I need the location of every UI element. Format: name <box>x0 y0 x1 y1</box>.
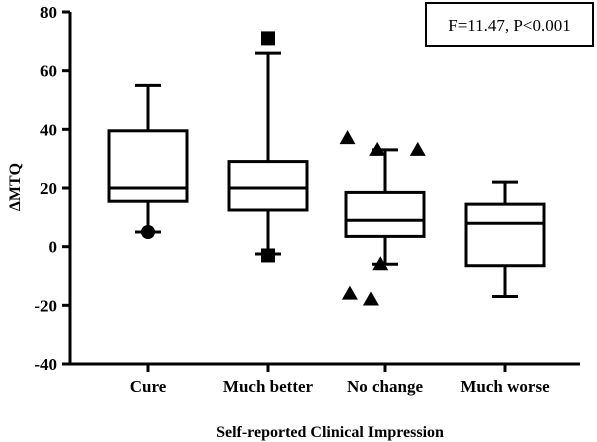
outlier-circle <box>141 225 155 239</box>
stats-annotation-box <box>425 2 594 47</box>
y-tick-label: 0 <box>49 238 58 257</box>
boxes <box>107 51 546 299</box>
outlier-triangle <box>409 141 426 156</box>
outlier-square <box>261 31 275 46</box>
interquartile-box <box>107 129 189 203</box>
outliers <box>141 31 426 306</box>
box-much-worse <box>464 180 546 299</box>
stats-annotation-text: F=11.47, P<0.001 <box>448 16 570 35</box>
y-tick-label: 80 <box>40 3 57 22</box>
y-ticks: 80 60 40 20 0 -20 -40 <box>34 3 70 374</box>
x-ticks: Cure Much better No change Much worse <box>130 364 550 396</box>
outlier-square <box>261 248 275 263</box>
outlier-triangle <box>341 285 358 300</box>
box-much-better <box>227 51 309 256</box>
outlier-triangle <box>369 141 386 156</box>
x-tick-label: No change <box>347 377 423 396</box>
outlier-triangle <box>362 291 379 306</box>
y-axis-label: ΔMTQ <box>7 163 24 211</box>
y-tick-label: 40 <box>40 120 57 139</box>
y-tick-label: -20 <box>34 296 57 315</box>
x-tick-label: Cure <box>130 377 167 396</box>
outlier-triangle <box>339 130 356 145</box>
interquartile-box <box>344 190 426 238</box>
box-cure <box>107 83 189 234</box>
x-tick-label: Much worse <box>460 377 550 396</box>
interquartile-box <box>227 160 309 212</box>
x-axis-label: Self-reported Clinical Impression <box>216 424 444 441</box>
y-tick-label: -40 <box>34 355 57 374</box>
y-tick-label: 20 <box>40 179 57 198</box>
x-tick-label: Much better <box>223 377 314 396</box>
box-no-change <box>344 148 426 266</box>
y-tick-label: 60 <box>40 62 57 81</box>
stats-annotation: F=11.47, P<0.001 <box>425 2 594 47</box>
outlier-triangle <box>372 256 389 271</box>
interquartile-box <box>464 202 546 268</box>
